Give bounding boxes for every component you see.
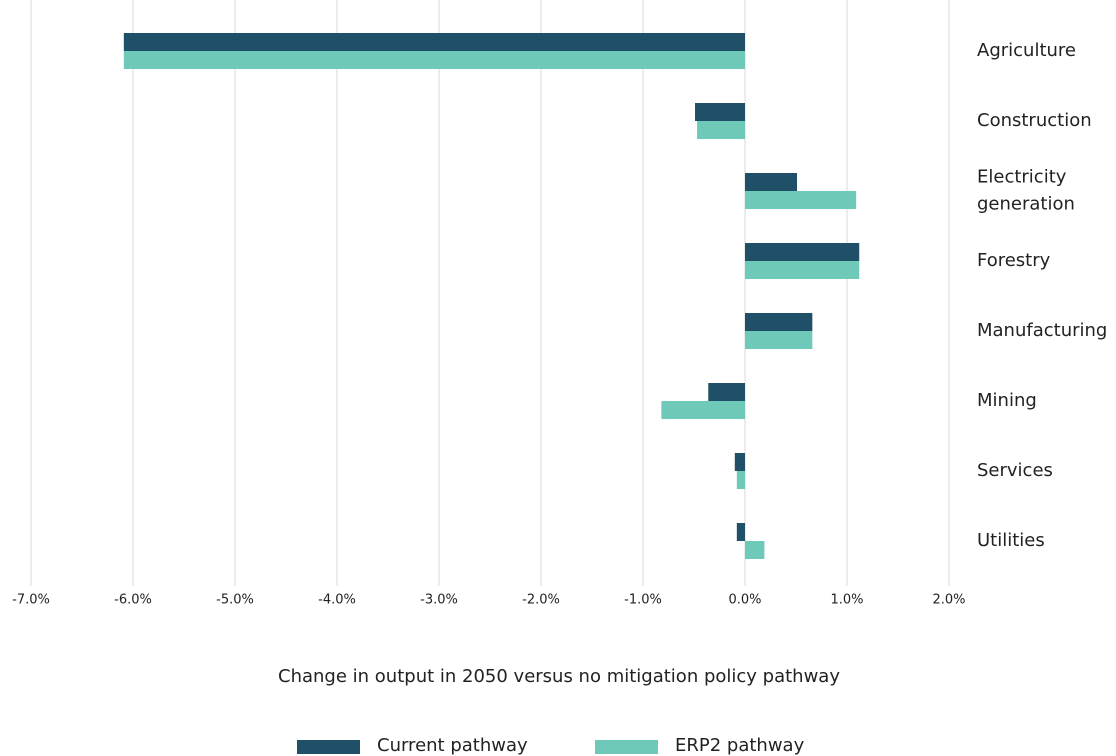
- bar: [745, 191, 857, 209]
- x-tick-label: -5.0%: [216, 593, 254, 608]
- x-tick-label: -6.0%: [114, 593, 152, 608]
- bar: [745, 331, 813, 349]
- category-label: Manufacturing: [977, 320, 1107, 341]
- bar: [661, 401, 745, 419]
- bar: [708, 383, 745, 401]
- bar: [736, 523, 745, 541]
- bar: [745, 541, 765, 559]
- x-tick-label: 2.0%: [932, 593, 965, 608]
- bar: [123, 33, 745, 51]
- x-tick-label: -7.0%: [12, 593, 50, 608]
- x-tick-label: -4.0%: [318, 593, 356, 608]
- category-label: Forestry: [977, 250, 1051, 271]
- legend-label: Current pathway: [377, 735, 528, 756]
- category-label: Electricity generation: [977, 167, 1075, 215]
- x-tick-label: 0.0%: [728, 593, 761, 608]
- x-tick-label: 1.0%: [830, 593, 863, 608]
- bar: [745, 243, 860, 261]
- legend-swatch: [297, 740, 360, 754]
- x-tick-label: -1.0%: [624, 593, 662, 608]
- x-axis-title: Change in output in 2050 versus no mitig…: [278, 666, 840, 687]
- bar: [745, 261, 860, 279]
- x-tick-label: -3.0%: [420, 593, 458, 608]
- category-label: Mining: [977, 390, 1037, 411]
- category-label: Services: [977, 460, 1053, 481]
- bar: [745, 313, 813, 331]
- bar: [697, 121, 745, 139]
- legend-label: ERP2 pathway: [675, 735, 805, 756]
- category-label: Construction: [977, 110, 1092, 131]
- bar: [695, 103, 745, 121]
- bar: [123, 51, 745, 69]
- category-label: Utilities: [977, 530, 1045, 551]
- category-label: Agriculture: [977, 40, 1076, 61]
- bar: [734, 453, 745, 471]
- bar: [745, 173, 798, 191]
- x-tick-label: -2.0%: [522, 593, 560, 608]
- bar: [736, 471, 745, 489]
- legend-swatch: [595, 740, 658, 754]
